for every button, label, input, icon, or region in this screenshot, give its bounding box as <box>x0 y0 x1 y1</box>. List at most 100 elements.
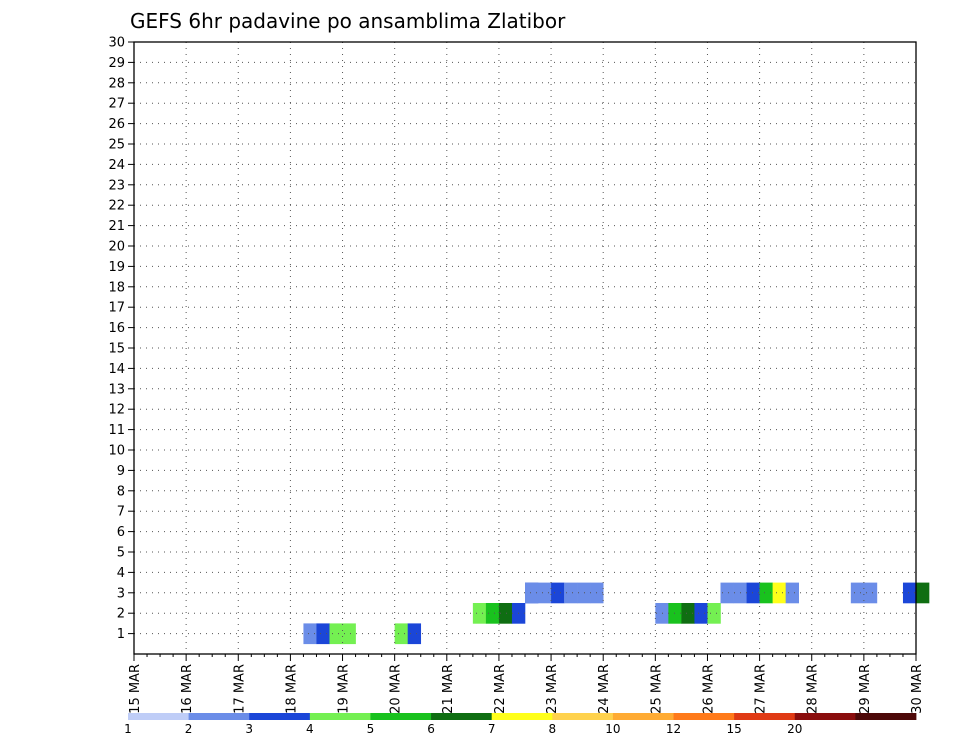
cell-33-3 <box>564 582 578 604</box>
legend-swatch-1 <box>188 713 250 720</box>
y-tick-label-25: 25 <box>108 138 125 153</box>
y-tick-label-13: 13 <box>108 382 125 397</box>
cell-15-1 <box>329 623 343 645</box>
y-tick-label-3: 3 <box>117 586 125 601</box>
legend-swatch-4 <box>370 713 432 720</box>
x-tick-label-15: 30 MAR <box>910 664 925 714</box>
legend-label-20: 20 <box>787 722 802 736</box>
y-tick-label-24: 24 <box>108 158 125 173</box>
legend-label-8: 8 <box>548 722 556 736</box>
y-tick-label-9: 9 <box>117 464 125 479</box>
x-tick-label-1: 16 MAR <box>180 664 195 714</box>
cell-45-3 <box>720 582 734 604</box>
legend-swatch-6 <box>491 713 553 720</box>
legend-swatch-5 <box>431 713 493 720</box>
cell-60-3 <box>916 582 930 604</box>
cell-26-2 <box>472 603 487 624</box>
y-tick-label-17: 17 <box>108 301 125 316</box>
y-tick-label-29: 29 <box>108 56 125 71</box>
legend-swatch-2 <box>249 713 311 720</box>
legend-swatch-0 <box>128 713 190 720</box>
y-tick-label-15: 15 <box>108 342 125 357</box>
y-tick-label-27: 27 <box>108 97 125 112</box>
color-legend: 1 2 3 4 5 6 7 8 10 12 15 20 <box>124 713 917 736</box>
y-tick-label-23: 23 <box>108 178 125 193</box>
y-tick-label-4: 4 <box>117 566 125 581</box>
cell-31-3 <box>538 582 552 604</box>
legend-label-5: 5 <box>367 722 375 736</box>
y-tick-label-12: 12 <box>108 403 125 418</box>
y-tick-label-1: 1 <box>117 627 125 642</box>
y-tick-label-20: 20 <box>108 240 125 255</box>
x-tick-label-0: 15 MAR <box>128 664 143 714</box>
legend-swatch-10 <box>734 713 796 720</box>
legend-label-4: 4 <box>306 722 314 736</box>
legend-swatch-12 <box>855 713 917 720</box>
x-tick-label-7: 22 MAR <box>493 664 508 714</box>
cell-16-1 <box>342 623 356 645</box>
cell-44-2 <box>707 603 721 624</box>
x-tick-label-8: 23 MAR <box>545 664 560 714</box>
cell-55-3 <box>850 582 865 604</box>
grid-layer <box>134 41 917 654</box>
legend-swatch-7 <box>552 713 614 720</box>
cell-20-1 <box>394 623 408 645</box>
y-tick-label-11: 11 <box>108 423 125 438</box>
y-tick-label-14: 14 <box>108 362 125 377</box>
y-tick-label-18: 18 <box>108 280 125 295</box>
x-axis: 15 MAR 16 MAR 17 MAR 18 MAR 19 MAR 20 MAR 21 M… <box>128 654 925 714</box>
cell-43-2 <box>694 603 708 624</box>
y-tick-label-8: 8 <box>117 484 125 499</box>
legend-swatch-8 <box>612 713 674 720</box>
cell-41-2 <box>668 603 682 624</box>
legend-label-12: 12 <box>666 722 681 736</box>
legend-label-2: 2 <box>185 722 193 736</box>
cell-21-1 <box>407 623 422 645</box>
y-tick-label-2: 2 <box>117 607 125 622</box>
cell-59-3 <box>902 582 917 604</box>
legend-label-15: 15 <box>727 722 742 736</box>
cell-47-3 <box>746 582 760 604</box>
legend-label-10: 10 <box>605 722 620 736</box>
x-tick-label-12: 27 MAR <box>754 664 769 714</box>
cell-27-2 <box>485 603 500 624</box>
y-tick-label-16: 16 <box>108 321 125 336</box>
x-tick-label-11: 26 MAR <box>701 664 716 714</box>
cell-42-2 <box>681 603 695 624</box>
y-tick-label-30: 30 <box>108 36 125 51</box>
legend-swatch-9 <box>673 713 735 720</box>
x-tick-label-6: 21 MAR <box>441 664 456 714</box>
y-tick-label-22: 22 <box>108 199 125 214</box>
y-axis: 1234567891011121314151617181920212223242… <box>108 36 134 642</box>
y-tick-label-19: 19 <box>108 260 125 275</box>
x-tick-label-4: 19 MAR <box>337 664 352 714</box>
legend-label-1: 1 <box>124 722 132 736</box>
cell-13-1 <box>303 623 317 645</box>
cell-48-3 <box>759 582 773 604</box>
x-tick-label-10: 25 MAR <box>649 664 664 714</box>
cell-32-3 <box>551 582 565 604</box>
x-tick-label-13: 28 MAR <box>806 664 821 714</box>
x-tick-label-14: 29 MAR <box>858 664 873 714</box>
cell-28-2 <box>498 603 513 624</box>
cell-49-3 <box>772 582 786 604</box>
y-tick-label-26: 26 <box>108 117 125 132</box>
cell-34-3 <box>577 582 591 604</box>
cells-layer <box>303 582 930 645</box>
cell-30-3 <box>525 582 539 604</box>
y-tick-label-7: 7 <box>117 505 125 520</box>
legend-swatch-11 <box>794 713 856 720</box>
legend-label-6: 6 <box>427 722 435 736</box>
x-tick-label-9: 24 MAR <box>597 664 612 714</box>
y-tick-label-28: 28 <box>108 76 125 91</box>
y-tick-label-10: 10 <box>108 444 125 459</box>
x-tick-label-3: 18 MAR <box>284 664 299 714</box>
y-tick-label-5: 5 <box>117 546 125 561</box>
legend-swatch-3 <box>309 713 371 720</box>
chart-title: GEFS 6hr padavine po ansamblima Zlatibor <box>130 9 566 33</box>
y-tick-label-21: 21 <box>108 219 125 234</box>
cell-14-1 <box>316 623 330 645</box>
cell-50-3 <box>785 582 799 604</box>
x-tick-label-2: 17 MAR <box>232 664 247 714</box>
